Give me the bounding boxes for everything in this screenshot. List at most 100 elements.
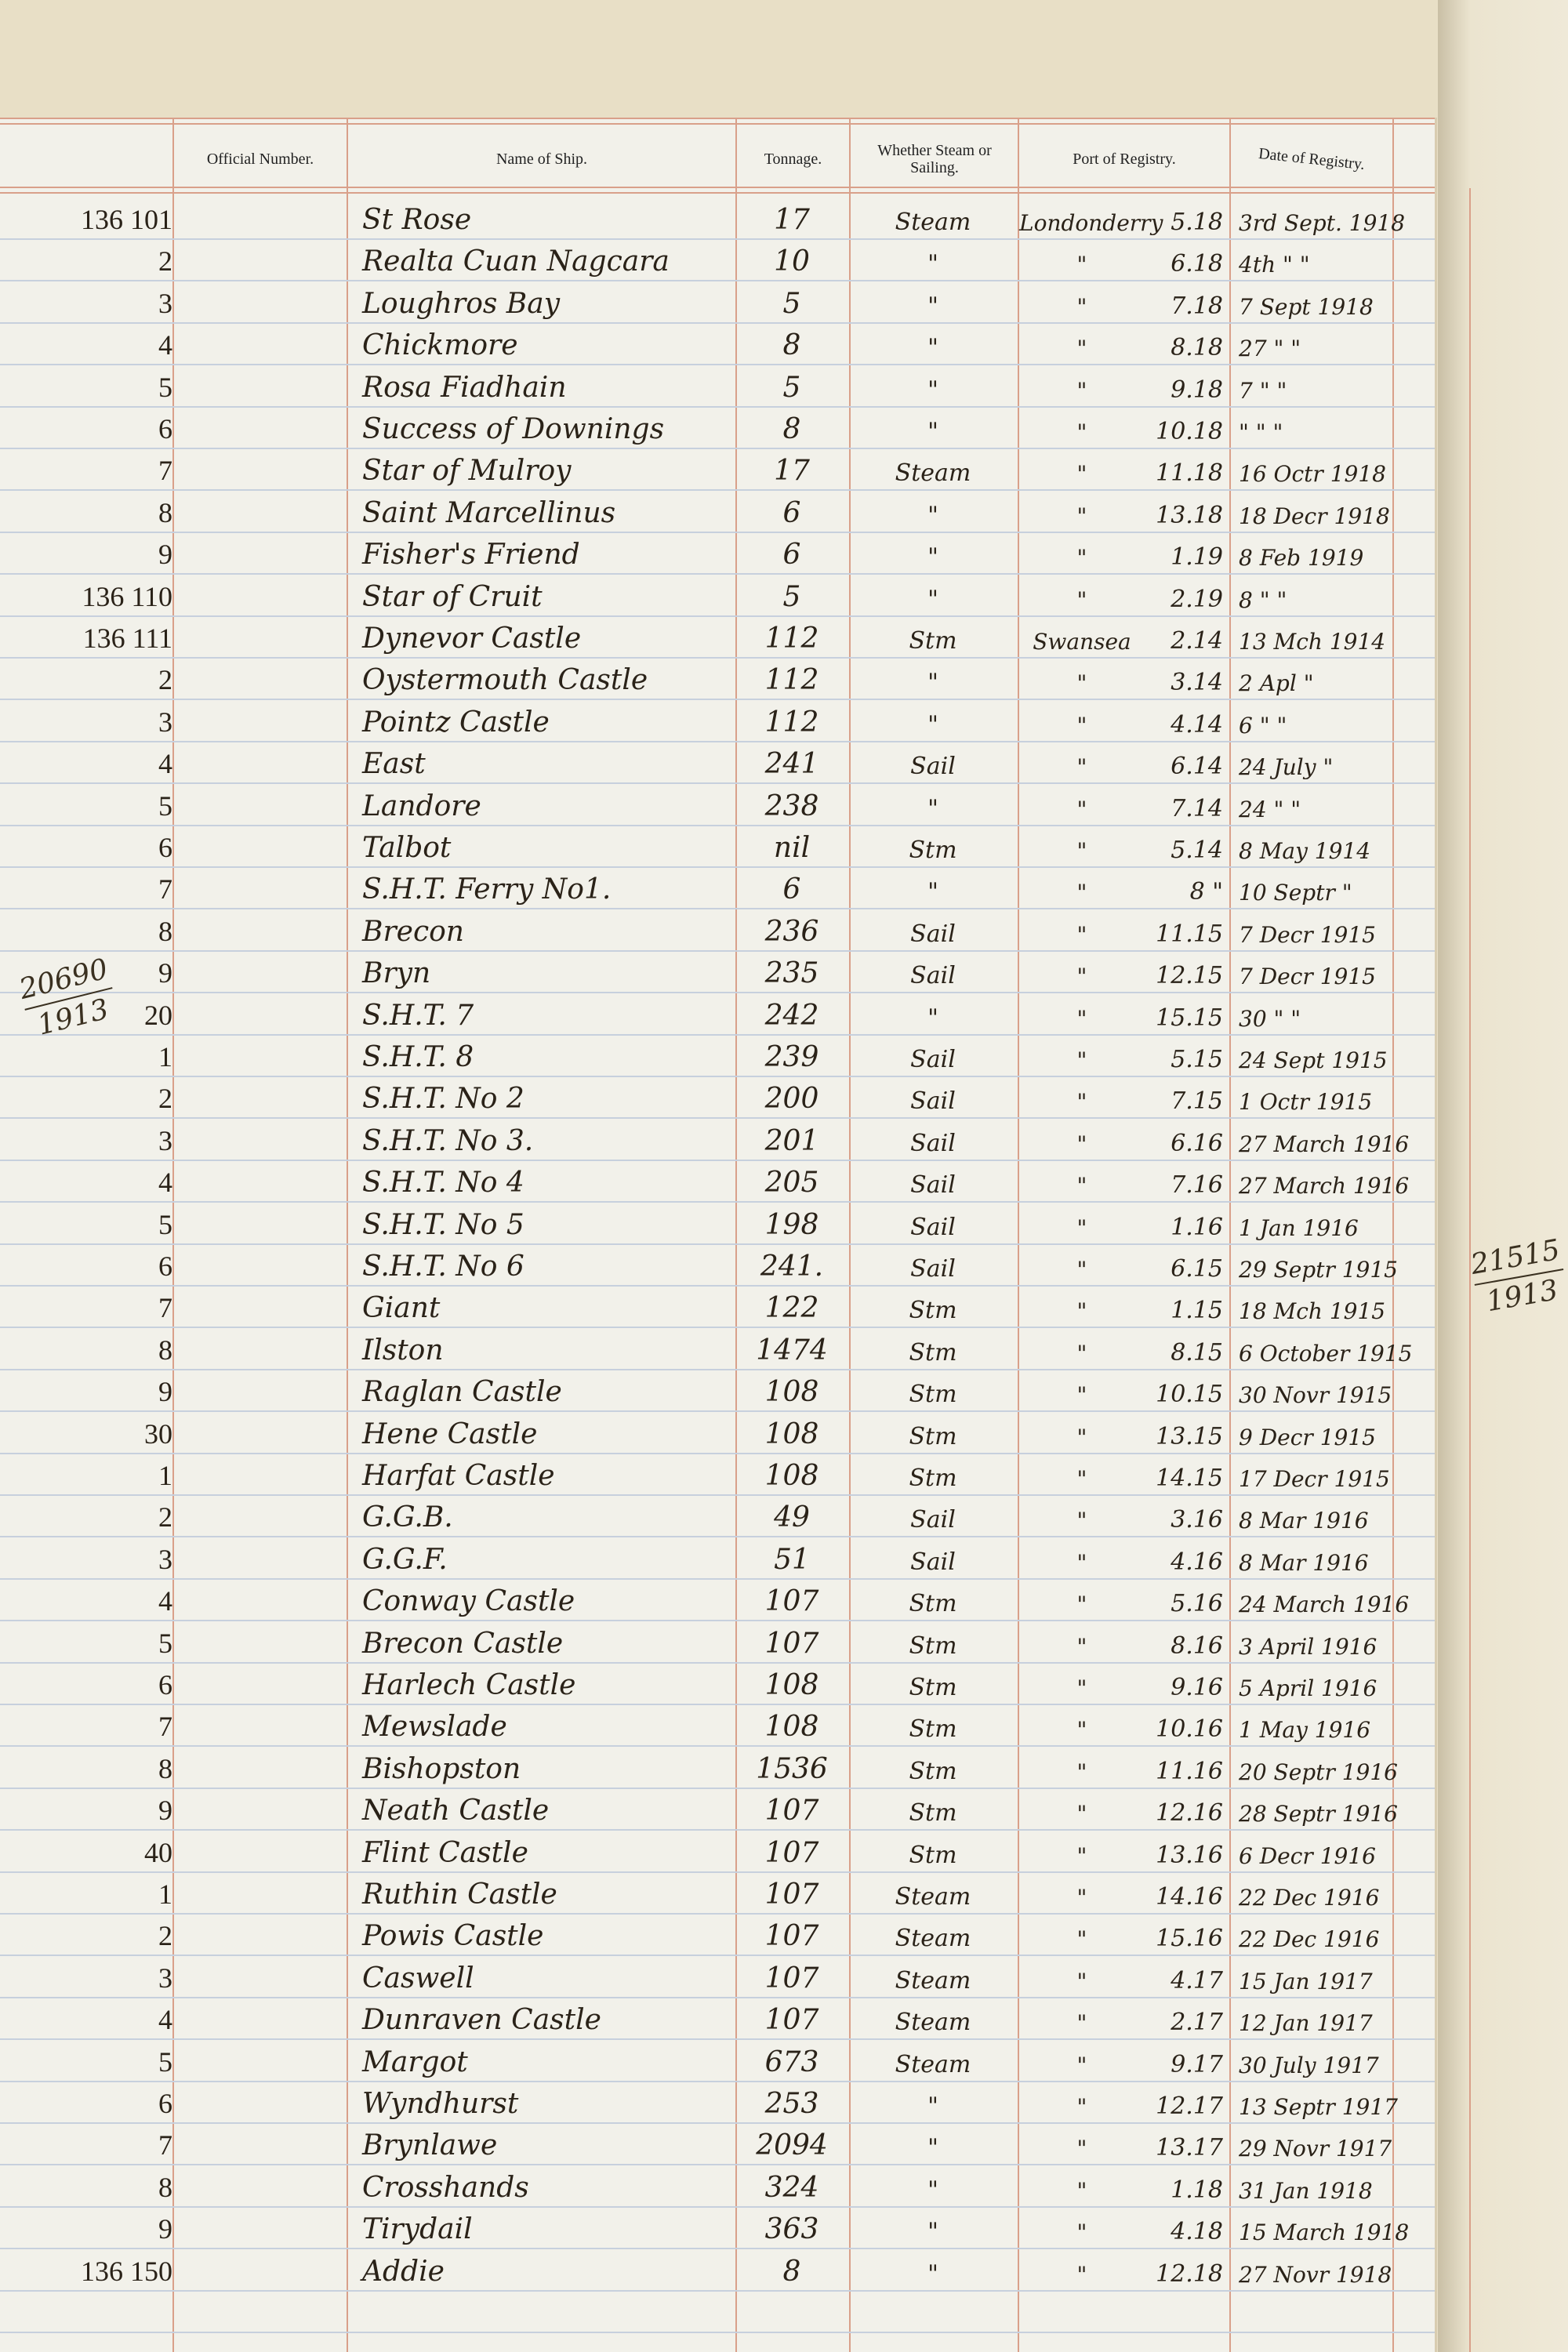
port-of-registry: " [1076,880,1087,906]
registry-date: 8 Mar 1916 [1239,1508,1369,1534]
official-number: 7 [158,455,172,487]
header-top-rule [0,118,1435,125]
ruled-line [0,2164,1435,2166]
official-number: 4 [158,2004,172,2036]
port-of-registry: " [1076,1633,1087,1660]
ruled-line [0,1661,1435,1664]
port-number: 6.18 [1171,250,1223,278]
ruled-line [0,2205,1435,2208]
steam-or-sailing: Steam [895,1925,971,1953]
ship-name: S.H.T. No 3. [362,1124,534,1157]
register-row: 4 Chickmore 8 " " 8.18 27 " " [0,325,1435,366]
ship-name: St Rose [362,204,472,236]
official-number: 6 [158,413,172,445]
steam-or-sailing: " [927,2134,938,2162]
ruled-line [0,2122,1435,2124]
registry-date: 30 " " [1239,1005,1301,1032]
registry-date: 1 May 1916 [1239,1717,1371,1744]
tonnage: 107 [764,1795,819,1828]
official-number: 3 [158,287,172,319]
ship-name: Success of Downings [362,413,665,445]
ship-name: G.G.F. [362,1543,448,1576]
official-number: 136 150 [81,2255,172,2287]
registry-date: 15 March 1918 [1239,2220,1410,2246]
port-of-registry: " [1076,419,1087,445]
official-number: 2 [158,1920,172,1952]
port-of-registry: " [1076,461,1087,488]
ship-name: Star of Mulroy [362,455,572,488]
port-number: 6.14 [1171,753,1223,781]
ship-name: S.H.T. 8 [362,1041,474,1073]
ship-name: S.H.T. No 6 [362,1250,524,1283]
steam-or-sailing: Stm [909,627,957,655]
registry-date: 8 Mar 1916 [1239,1549,1369,1576]
tonnage: 108 [764,1711,819,1744]
port-number: 7.15 [1171,1087,1223,1116]
ruled-line [0,782,1435,785]
ship-name: Chickmore [362,329,518,362]
ship-name: Hene Castle [362,1417,538,1450]
registry-date: 30 Novr 1915 [1239,1382,1392,1409]
tonnage: 108 [764,1417,819,1450]
ship-name: Brynlawe [362,2129,498,2162]
register-row: 1 Ruthin Castle 107 Steam " 14.16 22 Dec 1916 [0,1874,1435,1915]
register-row: 5 Margot 673 Steam " 9.17 30 July 1917 [0,2042,1435,2083]
official-number: 20 [144,999,172,1031]
register-row: 8 Crosshands 324 " " 1.18 31 Jan 1918 [0,2167,1435,2209]
tonnage: 107 [764,1878,819,1911]
ruled-line [0,1704,1435,1705]
register-row: 5 Landore 238 " " 7.14 24 " " [0,786,1435,827]
port-number: 8.15 [1171,1338,1223,1367]
steam-or-sailing: Stm [909,1632,957,1660]
steam-or-sailing: Stm [909,1381,957,1409]
official-number: 2 [158,1083,172,1115]
registry-date: 1 Jan 1916 [1239,1214,1359,1241]
steam-or-sailing: Stm [909,837,957,864]
ship-name: Tirydail [362,2213,473,2246]
register-row: 7 S.H.T. Ferry No1. 6 " " 8 " 10 Septr " [0,869,1435,910]
ruled-line [0,1327,1435,1329]
official-number: 7 [158,2129,172,2161]
ruled-line [0,1076,1435,1077]
official-number: 1 [158,1878,172,1910]
port-of-registry: " [1076,1424,1087,1450]
steam-or-sailing: " [927,2092,938,2120]
port-number: 12.16 [1156,1799,1223,1828]
register-row: 136 101 St Rose 17 Steam Londonderry 5.18 3rd … [0,199,1435,241]
register-row: 8 Bishopston 1536 Stm " 11.16 20 Septr 1916 [0,1748,1435,1790]
port-of-registry: " [1076,252,1087,278]
steam-or-sailing: " [927,669,938,697]
port-number: 4.18 [1171,2218,1223,2246]
tonnage: 122 [764,1292,819,1325]
registry-date: " " " [1239,419,1283,445]
port-of-registry: " [1076,1466,1087,1492]
column-rule [1018,118,1019,2352]
port-of-registry: " [1076,1257,1087,1283]
steam-or-sailing: " [927,2176,938,2204]
port-number: 4.16 [1171,1548,1223,1576]
register-row: 8 Brecon 236 Sail " 11.15 7 Decr 1915 [0,911,1435,953]
tonnage: 236 [764,915,819,948]
steam-or-sailing: Sail [910,753,956,781]
registry-date: 16 Octr 1918 [1239,461,1386,488]
port-of-registry: " [1076,1089,1087,1116]
registry-date: 20 Septr 1916 [1239,1759,1398,1785]
official-number: 6 [158,2088,172,2119]
port-number: 10.15 [1156,1381,1223,1409]
tonnage: 107 [764,2004,819,2037]
port-of-registry: " [1076,754,1087,781]
port-number: 1.15 [1171,1297,1223,1325]
ruled-line [0,1620,1435,1622]
port-of-registry: " [1076,2010,1087,2037]
registry-date: 27 " " [1239,336,1301,362]
port-of-registry: " [1076,1214,1087,1241]
official-number: 30 [144,1417,172,1450]
ship-name: S.H.T. Ferry No1. [362,873,612,906]
port-number: 13.18 [1156,501,1223,529]
steam-or-sailing: Sail [910,962,956,990]
official-number: 5 [158,371,172,403]
tonnage: 6 [782,496,801,529]
register-row: 9 Neath Castle 107 Stm " 12.16 28 Septr 1916 [0,1790,1435,1831]
tonnage: 108 [764,1669,819,1701]
official-number: 9 [158,2213,172,2245]
